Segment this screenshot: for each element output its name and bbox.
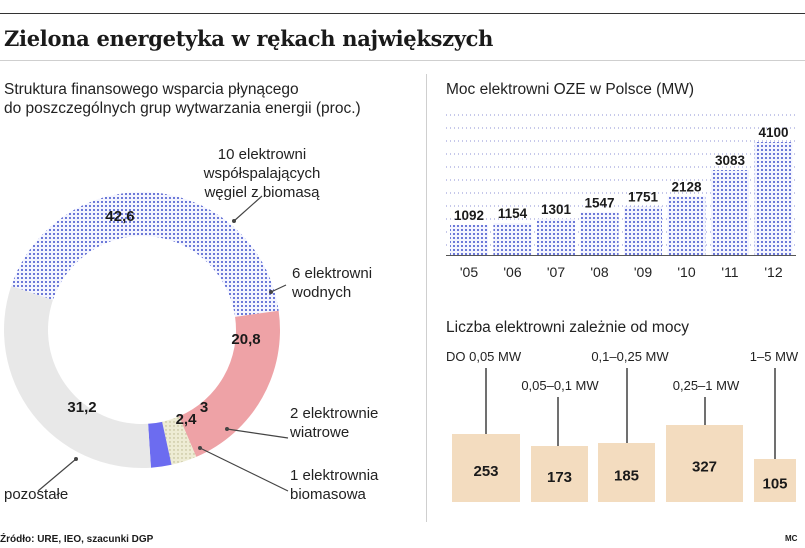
leader-dot — [74, 457, 78, 461]
plant-count-label: 185 — [614, 468, 639, 485]
donut-category-label: 2 elektrownie — [290, 405, 378, 422]
donut-value-label: 31,2 — [67, 399, 96, 416]
count-bar-chart: DO 0,05 MW 253 0,05–0,1 MW 173 0,1–0,25 MW 18… — [446, 349, 799, 502]
title-rule — [0, 60, 805, 61]
donut-category-label: 6 elektrowni — [292, 265, 372, 282]
page-title: Zielona energetyka w rękach największych — [4, 26, 494, 51]
top-rule — [0, 13, 805, 14]
leader-line — [37, 458, 77, 492]
capacity-value-label: 1154 — [498, 206, 528, 221]
plant-count-box — [666, 425, 743, 502]
capacity-bar — [624, 206, 662, 255]
count-chart-title: Liczba elektrowni zależnie od mocy — [446, 319, 689, 336]
power-range-label: DO 0,05 MW — [446, 349, 522, 364]
leader-dot — [269, 290, 273, 294]
power-range-label: 0,05–0,1 MW — [521, 378, 599, 393]
capacity-bar-chart: 1092 '05 1154 '06 1301 '07 1547 '08 1751 '09 2128 '… — [446, 114, 796, 280]
year-tick-label: '10 — [677, 264, 695, 280]
year-tick-label: '11 — [721, 264, 738, 280]
donut-value-label: 2,4 — [176, 411, 198, 428]
leader-dot — [198, 446, 202, 450]
capacity-value-label: 1301 — [541, 202, 572, 217]
plant-count-label: 105 — [762, 476, 787, 493]
leader-dot — [232, 219, 236, 223]
leader-line — [199, 447, 289, 492]
donut-slice — [11, 191, 279, 317]
year-tick-label: '09 — [634, 264, 652, 280]
leader-line — [270, 284, 287, 293]
year-tick-label: '07 — [547, 264, 565, 280]
donut-category-label: wodnych — [291, 284, 351, 301]
capacity-bar — [754, 142, 793, 255]
plant-count-box — [754, 459, 796, 502]
capacity-value-label: 3083 — [715, 153, 746, 168]
capacity-bar — [450, 224, 488, 255]
capacity-chart-title: Moc elektrowni OZE w Polsce (MW) — [446, 81, 695, 98]
capacity-value-label: 2128 — [671, 179, 702, 194]
donut-value-label: 3 — [200, 399, 208, 416]
column-divider — [426, 74, 427, 522]
donut-category-label: 1 elektrownia — [290, 467, 379, 484]
donut-value-label: 20,8 — [231, 331, 260, 348]
plant-count-label: 253 — [473, 463, 498, 480]
capacity-bar — [493, 223, 532, 255]
plant-count-box — [531, 446, 588, 502]
author-credit: MC — [785, 534, 798, 543]
capacity-value-label: 1092 — [454, 208, 484, 223]
donut-category-label: biomasowa — [290, 486, 367, 503]
year-tick-label: '12 — [764, 264, 782, 280]
capacity-value-label: 4100 — [758, 125, 788, 140]
year-tick-label: '06 — [503, 264, 521, 280]
power-range-label: 0,1–0,25 MW — [591, 349, 669, 364]
leader-line — [233, 195, 263, 222]
donut-slice — [3, 285, 151, 468]
donut-category-label: współspalających — [203, 165, 321, 182]
donut-title-line: do poszczególnych grup wytwarzania energ… — [4, 100, 361, 117]
year-tick-label: '05 — [460, 264, 478, 280]
donut-chart: 42,6 10 elektrowni współspalających węgiel … — [3, 146, 379, 503]
donut-value-label: 42,6 — [105, 208, 134, 225]
donut-slice — [162, 416, 197, 465]
capacity-value-label: 1751 — [628, 190, 659, 205]
leader-line — [226, 428, 289, 439]
capacity-value-label: 1547 — [584, 195, 614, 210]
donut-category-label: pozostałe — [4, 486, 68, 503]
capacity-bar — [711, 170, 749, 255]
donut-title-line: Struktura finansowego wsparcia płynącego — [4, 81, 299, 98]
donut-slice — [148, 421, 172, 468]
plant-count-box — [452, 434, 520, 502]
power-range-label: 1–5 MW — [750, 349, 799, 364]
source-note: Źródło: URE, IEO, szacunki DGP — [0, 534, 154, 545]
plant-count-box — [598, 443, 655, 502]
power-range-label: 0,25–1 MW — [673, 378, 740, 393]
capacity-bar — [580, 212, 619, 255]
plant-count-label: 173 — [547, 469, 572, 486]
plant-count-label: 327 — [692, 459, 717, 476]
year-tick-label: '08 — [590, 264, 608, 280]
capacity-bar — [537, 219, 575, 255]
donut-category-label: 10 elektrowni — [218, 146, 306, 163]
capacity-bar — [667, 196, 706, 255]
donut-slice — [178, 310, 280, 457]
donut-title: Struktura finansowego wsparcia płynącego… — [4, 80, 361, 118]
donut-category-label: węgiel z biomasą — [203, 184, 320, 201]
donut-category-label: wiatrowe — [289, 424, 349, 441]
leader-dot — [225, 427, 229, 431]
